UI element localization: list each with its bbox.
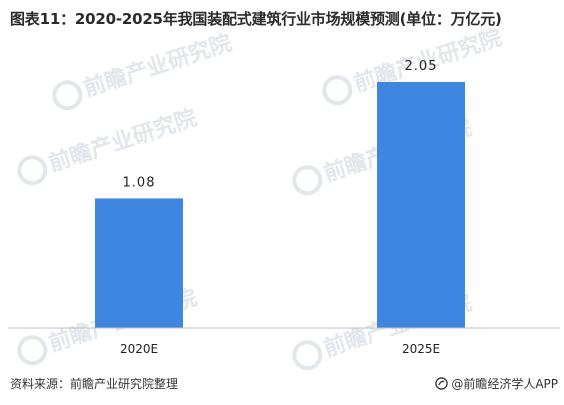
bar-value-label: 2.05 — [405, 59, 438, 74]
bar-2020E — [95, 198, 183, 328]
page-title: 图表11：2020-2025年我国装配式建筑行业市场规模预测(单位：万亿元) — [10, 10, 502, 28]
watermark-text: 前瞻产业研究院 — [45, 105, 200, 177]
x-tick-labels: 2020E 2025E — [120, 342, 440, 356]
bar-2025E — [377, 82, 465, 328]
brand-label: @前瞻经济学人APP — [451, 377, 558, 391]
watermark-logo-icon — [52, 80, 83, 111]
x-tick-label: 2025E — [402, 342, 440, 356]
watermark-logo-icon — [17, 155, 48, 186]
watermark-text: 前瞻产业研究院 — [80, 30, 235, 102]
watermark: 前瞻产业研究院 — [52, 30, 235, 111]
watermark: 前瞻产业研究院 — [17, 105, 200, 186]
watermark-logo-icon — [292, 340, 323, 371]
bars-group: 1.08 2.05 — [95, 59, 465, 328]
x-tick-label: 2020E — [120, 342, 158, 356]
source-note: 资料来源：前瞻产业研究院整理 — [10, 377, 179, 391]
bar-value-label: 1.08 — [123, 175, 156, 190]
watermark-logo-icon — [322, 75, 353, 106]
brand-attribution: @前瞻经济学人APP — [435, 375, 558, 392]
watermark-logo-icon — [17, 335, 48, 366]
watermark-logo-icon — [292, 165, 323, 196]
qianzhan-circle-icon — [435, 377, 449, 390]
